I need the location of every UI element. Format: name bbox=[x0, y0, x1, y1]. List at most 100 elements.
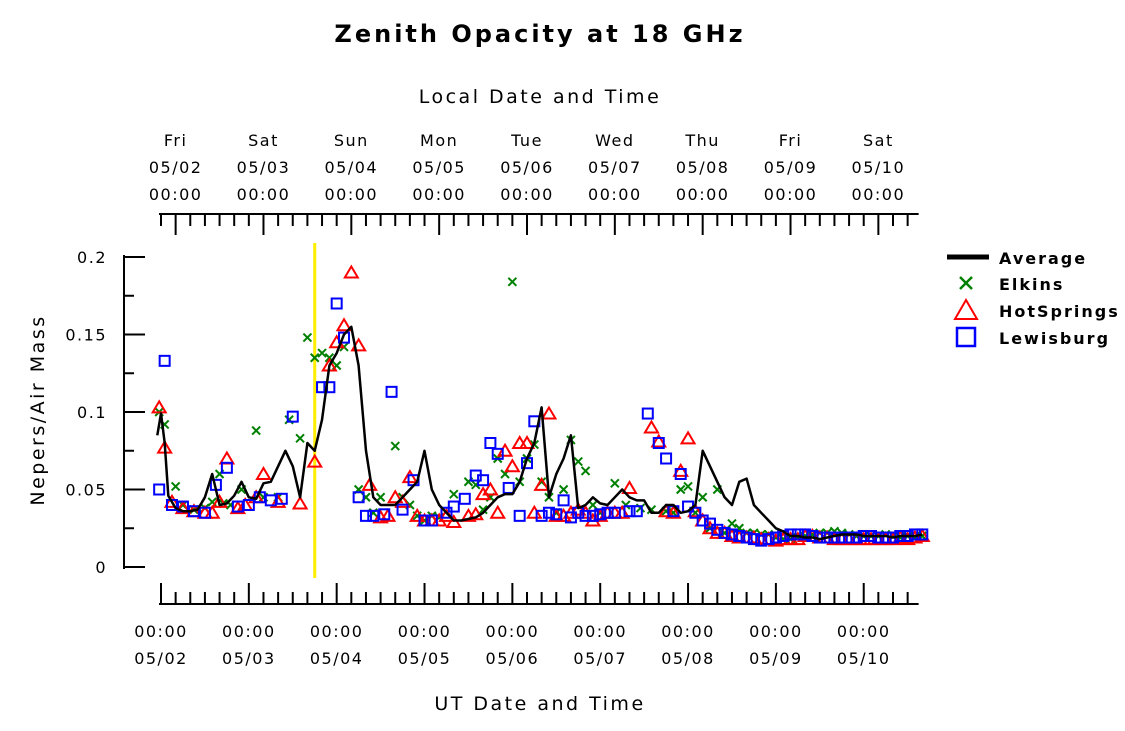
hotsprings-point bbox=[540, 405, 558, 420]
legend-label-elkins: Elkins bbox=[999, 275, 1064, 294]
hotsprings-point bbox=[335, 317, 353, 332]
top-tick-label-day: Sat bbox=[863, 131, 894, 150]
legend-swatch-hotsprings bbox=[953, 298, 979, 320]
lewisburg-point bbox=[835, 531, 848, 544]
elkins-point bbox=[580, 466, 591, 476]
top-tick-label-date: 05/08 bbox=[676, 158, 730, 177]
elkins-point bbox=[507, 277, 518, 287]
lewisburg-point bbox=[220, 461, 233, 474]
top-tick-label-time: 00:00 bbox=[676, 185, 730, 204]
lewisburg-point bbox=[623, 505, 636, 518]
lewisburg-point bbox=[359, 509, 372, 522]
lewisburg-point bbox=[385, 385, 398, 398]
x-tick-label-time: 00:00 bbox=[222, 622, 276, 641]
hotsprings-point bbox=[621, 479, 638, 494]
top-tick-label-date: 05/04 bbox=[325, 158, 379, 177]
elkins-point bbox=[697, 492, 708, 502]
lewisburg-point bbox=[158, 354, 171, 367]
axes-group: 0 0.05 0.1 0.15 0.2 00:00 05/02 00:00 05/03 00:00… bbox=[65, 131, 919, 668]
x-tick-label-date: 05/03 bbox=[222, 649, 276, 668]
lewisburg-point bbox=[513, 509, 526, 522]
lewisburg-point bbox=[323, 381, 336, 394]
lewisburg-point bbox=[286, 410, 299, 423]
lewisburg-point bbox=[689, 506, 702, 519]
lewisburg-point bbox=[535, 509, 548, 522]
legend-label-hotsprings: HotSprings bbox=[999, 302, 1120, 321]
lewisburg-point bbox=[843, 531, 856, 544]
elkins-point bbox=[676, 484, 686, 495]
top-tick-label-day: Fri bbox=[164, 131, 188, 150]
elkins-point bbox=[478, 504, 488, 515]
hotsprings-point bbox=[496, 442, 514, 457]
y-tick-label: 0.05 bbox=[65, 481, 107, 500]
lewisburg-point bbox=[652, 437, 665, 449]
hotsprings-point bbox=[401, 469, 419, 484]
lewisburg-point bbox=[660, 452, 673, 465]
elkins-point bbox=[610, 478, 620, 489]
legend-label-lewisburg: Lewisburg bbox=[999, 329, 1110, 348]
elkins-point bbox=[375, 492, 386, 502]
lewisburg-point bbox=[198, 506, 211, 519]
top-tick-label-date: 05/06 bbox=[500, 158, 554, 177]
top-tick-label-time: 00:00 bbox=[325, 185, 379, 204]
top-tick-label-date: 05/07 bbox=[588, 158, 642, 177]
lewisburg-point bbox=[557, 494, 570, 507]
hotsprings-point bbox=[174, 500, 192, 515]
lewisburg-point bbox=[330, 297, 343, 310]
elkins-point bbox=[390, 441, 400, 451]
x-tick-label-date: 05/07 bbox=[573, 649, 627, 668]
y-tick-label: 0 bbox=[95, 558, 107, 577]
lewisburg-point bbox=[740, 531, 753, 544]
x-tick-label-date: 05/06 bbox=[486, 649, 540, 668]
plot-area bbox=[150, 264, 931, 547]
hotsprings-point bbox=[504, 458, 521, 473]
lewisburg-point bbox=[696, 514, 709, 527]
lewisburg-point bbox=[755, 534, 768, 547]
x-tick-label-time: 00:00 bbox=[134, 622, 188, 641]
hotsprings-point bbox=[533, 476, 550, 491]
hotsprings-series bbox=[150, 264, 931, 547]
lewisburg-point bbox=[378, 508, 391, 521]
lewisburg-point bbox=[542, 506, 555, 519]
top-tick-label-time: 00:00 bbox=[764, 185, 818, 204]
x-tick-label-date: 05/04 bbox=[310, 649, 364, 668]
elkins-point bbox=[683, 481, 693, 492]
elkins-point bbox=[588, 500, 598, 510]
legend-swatch-lewisburg bbox=[955, 326, 977, 348]
lewisburg-point bbox=[477, 474, 490, 487]
elkins-point bbox=[310, 353, 320, 363]
lewisburg-point bbox=[762, 533, 775, 546]
top-tick-label-day: Mon bbox=[420, 131, 458, 150]
hotsprings-point bbox=[255, 466, 272, 480]
hotsprings-point bbox=[518, 435, 536, 449]
elkins-point bbox=[317, 348, 327, 358]
lewisburg-point bbox=[674, 468, 687, 480]
hotsprings-point bbox=[650, 433, 668, 448]
hotsprings-point bbox=[526, 504, 543, 519]
top-tick-label-day: Sun bbox=[334, 131, 369, 150]
lewisburg-point bbox=[601, 506, 614, 519]
average-series-line bbox=[156, 325, 923, 541]
lewisburg-point bbox=[352, 491, 365, 504]
hotsprings-point bbox=[679, 430, 697, 445]
lewisburg-point bbox=[725, 528, 738, 541]
top-axis-title: Local Date and Time bbox=[419, 86, 662, 108]
x-axis-title: UT Date and Time bbox=[434, 693, 645, 715]
top-tick-label-time: 00:00 bbox=[588, 185, 642, 204]
x-tick-label-date: 05/08 bbox=[661, 649, 715, 668]
elkins-point bbox=[558, 484, 569, 495]
lewisburg-point bbox=[338, 331, 350, 344]
lewisburg-point bbox=[586, 509, 599, 522]
top-tick-label-date: 05/05 bbox=[412, 158, 466, 177]
lewisburg-point bbox=[458, 492, 471, 505]
hotsprings-point bbox=[672, 462, 689, 477]
lewisburg-point bbox=[769, 531, 782, 544]
lewisburg-point bbox=[747, 533, 760, 546]
lewisburg-point bbox=[484, 437, 497, 449]
x-tick-label-date: 05/09 bbox=[749, 649, 803, 668]
x-tick-label-date: 05/10 bbox=[837, 649, 891, 668]
top-tick-label-date: 05/02 bbox=[149, 158, 203, 177]
x-tick-label-time: 00:00 bbox=[310, 622, 364, 641]
lewisburg-point bbox=[579, 509, 592, 522]
